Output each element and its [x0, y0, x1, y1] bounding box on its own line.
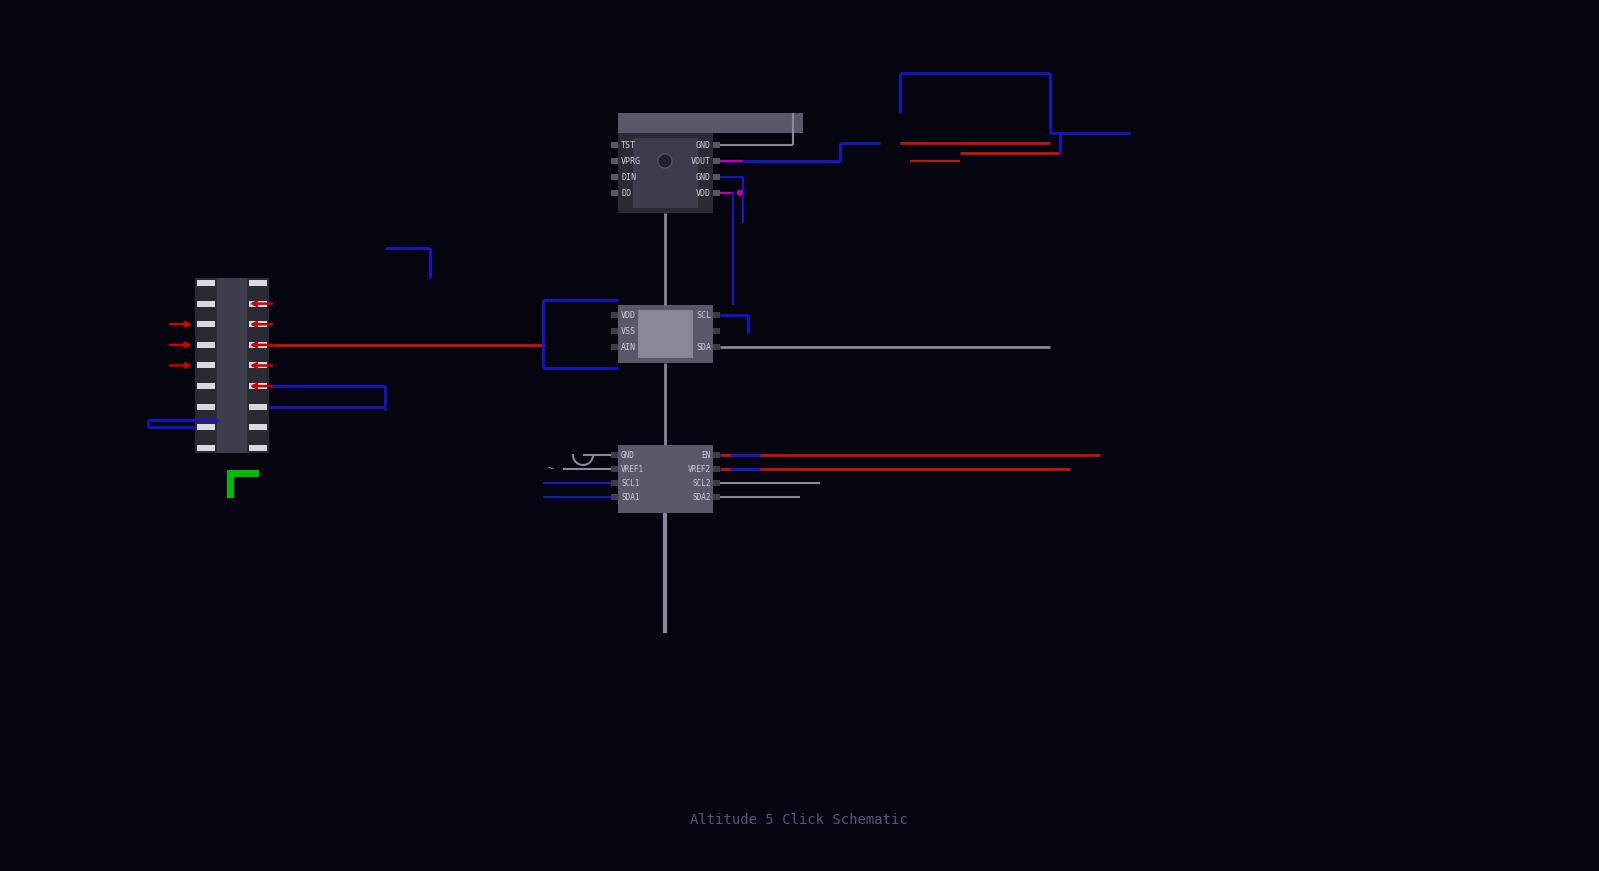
Text: GND: GND	[696, 172, 712, 181]
Bar	[249, 342, 267, 348]
Bar	[638, 310, 692, 358]
Bar	[197, 404, 214, 409]
Bar	[611, 466, 617, 472]
Text: VPRG: VPRG	[620, 157, 641, 165]
Text: SCL1: SCL1	[620, 478, 640, 488]
Bar	[249, 280, 267, 286]
Bar	[713, 480, 720, 486]
Text: SDA1: SDA1	[620, 492, 640, 502]
Text: TST: TST	[620, 140, 636, 150]
Text: VSS: VSS	[620, 327, 636, 335]
Bar	[197, 445, 214, 451]
Bar	[249, 445, 267, 451]
Bar	[249, 424, 267, 430]
Bar	[713, 344, 720, 350]
Text: VREF1: VREF1	[620, 464, 644, 474]
Bar	[197, 342, 214, 348]
Bar	[611, 312, 617, 318]
Bar	[713, 174, 720, 180]
Bar	[197, 280, 214, 286]
Bar	[611, 494, 617, 500]
Bar	[246, 278, 269, 453]
Circle shape	[660, 156, 670, 166]
Text: Altitude 5 Click Schematic: Altitude 5 Click Schematic	[691, 813, 908, 827]
Bar	[611, 174, 617, 180]
Text: SCL: SCL	[696, 310, 712, 320]
Bar	[197, 362, 214, 368]
Bar	[713, 190, 720, 196]
Bar	[611, 158, 617, 164]
Bar	[617, 113, 803, 133]
Bar	[617, 305, 713, 363]
Bar	[611, 452, 617, 458]
Text: DO: DO	[620, 188, 632, 198]
Bar	[713, 328, 720, 334]
Bar	[249, 383, 267, 389]
Bar	[611, 190, 617, 196]
Bar	[713, 312, 720, 318]
Bar	[713, 466, 720, 472]
Bar	[197, 300, 214, 307]
Text: VOUT: VOUT	[691, 157, 712, 165]
Bar	[713, 142, 720, 148]
Bar	[249, 300, 267, 307]
Bar	[227, 470, 259, 477]
Bar	[617, 445, 713, 513]
Bar	[611, 344, 617, 350]
Bar	[197, 424, 214, 430]
Bar	[713, 452, 720, 458]
Bar	[611, 328, 617, 334]
Text: SCL2: SCL2	[692, 478, 712, 488]
Bar	[611, 480, 617, 486]
Text: SDA: SDA	[696, 342, 712, 352]
Text: ~: ~	[547, 463, 553, 476]
Bar	[197, 321, 214, 327]
Bar	[249, 321, 267, 327]
Circle shape	[659, 154, 672, 168]
Text: GND: GND	[696, 140, 712, 150]
Text: EN: EN	[702, 450, 712, 460]
Bar	[713, 494, 720, 500]
Bar	[197, 383, 214, 389]
Bar	[633, 138, 699, 208]
Text: GND: GND	[620, 450, 635, 460]
Text: SDA2: SDA2	[692, 492, 712, 502]
Text: VREF2: VREF2	[688, 464, 712, 474]
Text: VDD: VDD	[696, 188, 712, 198]
Text: DIN: DIN	[620, 172, 636, 181]
Bar	[611, 142, 617, 148]
Bar	[249, 404, 267, 409]
Bar	[195, 278, 217, 453]
Text: AIN: AIN	[620, 342, 636, 352]
Bar	[713, 158, 720, 164]
Bar	[217, 278, 246, 453]
Bar	[227, 470, 233, 498]
Bar	[617, 133, 713, 213]
Bar	[249, 362, 267, 368]
Circle shape	[737, 191, 742, 195]
Text: VDD: VDD	[620, 310, 636, 320]
